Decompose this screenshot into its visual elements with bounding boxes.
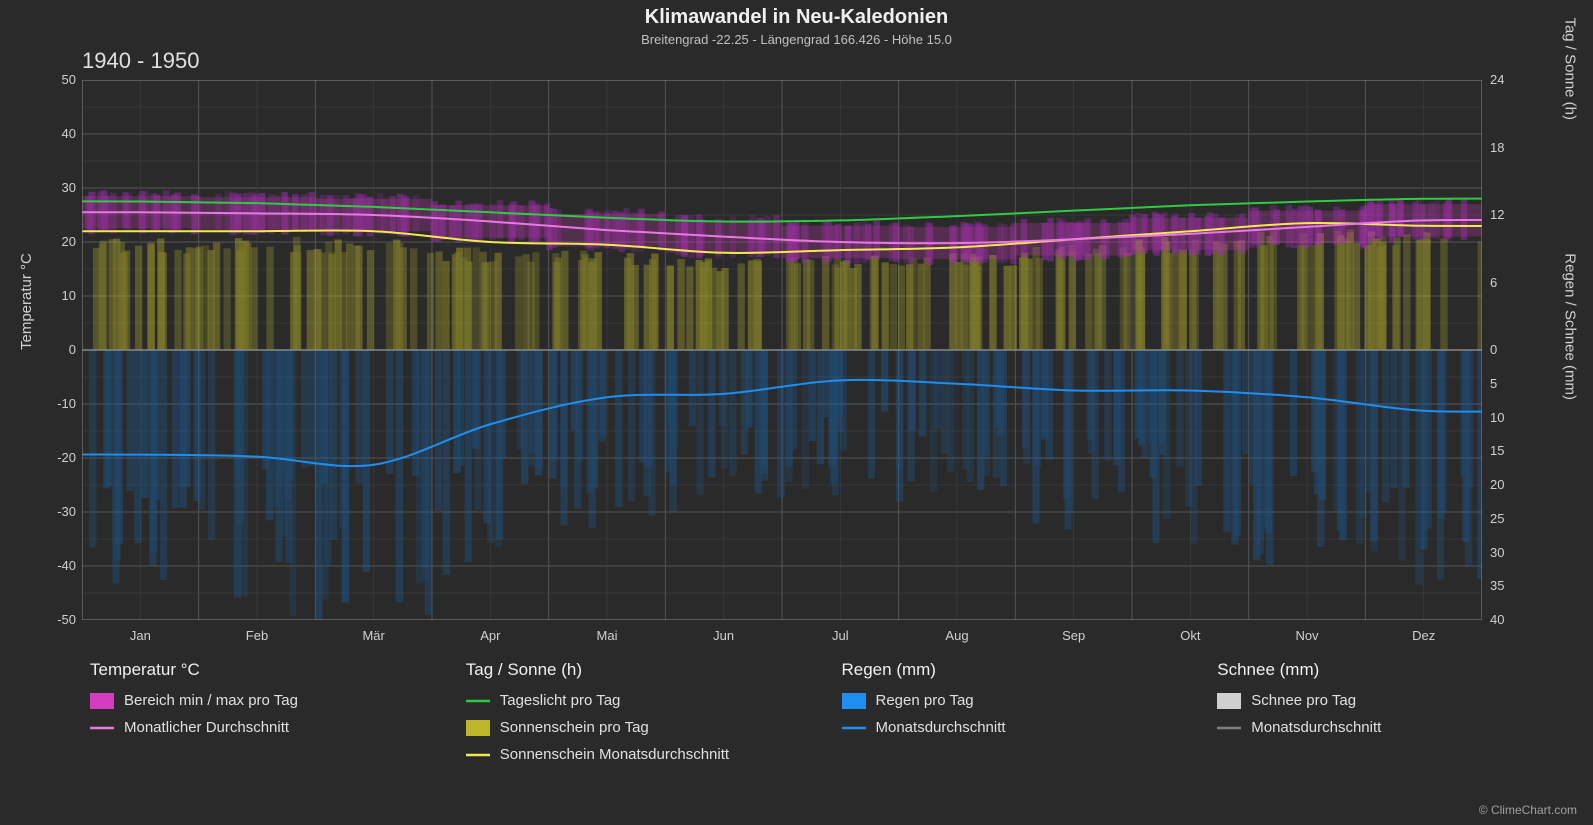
left-axis-title: Temperatur °C (18, 253, 35, 350)
legend-swatch (466, 720, 490, 736)
legend-label: Monatsdurchschnitt (1251, 719, 1381, 736)
legend-col-title: Regen (mm) (842, 660, 1178, 680)
climate-chart-plot (82, 80, 1482, 620)
legend-swatch (466, 747, 490, 763)
left-axis-tick: 50 (62, 72, 76, 87)
month-tick: Nov (1295, 628, 1318, 643)
legend-column: Regen (mm) Regen pro Tag Monatsdurchschnit… (842, 660, 1178, 773)
legend-swatch (90, 693, 114, 709)
right-top-axis-title: Tag / Sonne (h) (1562, 17, 1579, 120)
left-axis-tick: -10 (57, 396, 76, 411)
month-tick: Feb (246, 628, 268, 643)
legend-label: Sonnenschein pro Tag (500, 719, 649, 736)
right-bottom-axis-tick: 5 (1490, 376, 1497, 391)
legend-swatch (1217, 693, 1241, 709)
month-tick: Okt (1180, 628, 1200, 643)
copyright: © ClimeChart.com (1479, 803, 1577, 817)
left-axis-tick: 20 (62, 234, 76, 249)
legend-label: Sonnenschein Monatsdurchschnitt (500, 746, 729, 763)
legend-item: Bereich min / max pro Tag (90, 692, 426, 709)
legend-col-title: Schnee (mm) (1217, 660, 1553, 680)
legend-item: Regen pro Tag (842, 692, 1178, 709)
legend-swatch (1217, 720, 1241, 736)
left-axis-tick: -30 (57, 504, 76, 519)
legend-label: Regen pro Tag (876, 692, 974, 709)
legend: Temperatur °C Bereich min / max pro Tag Mo… (90, 660, 1553, 773)
legend-column: Temperatur °C Bereich min / max pro Tag Mo… (90, 660, 426, 773)
legend-item: Tageslicht pro Tag (466, 692, 802, 709)
legend-item: Monatlicher Durchschnitt (90, 719, 426, 736)
right-bottom-axis-tick: 35 (1490, 578, 1504, 593)
month-tick: Mai (597, 628, 618, 643)
legend-label: Tageslicht pro Tag (500, 692, 621, 709)
month-tick: Mär (362, 628, 384, 643)
right-bottom-axis-tick: 20 (1490, 477, 1504, 492)
month-tick: Dez (1412, 628, 1435, 643)
chart-title: Klimawandel in Neu-Kaledonien (0, 6, 1593, 29)
legend-col-title: Tag / Sonne (h) (466, 660, 802, 680)
left-axis-tick: -40 (57, 558, 76, 573)
right-top-axis-tick: 6 (1490, 275, 1497, 290)
right-top-axis-tick: 18 (1490, 140, 1504, 155)
month-tick: Jun (713, 628, 734, 643)
legend-item: Sonnenschein pro Tag (466, 719, 802, 736)
legend-label: Monatlicher Durchschnitt (124, 719, 289, 736)
year-range-label: 1940 - 1950 (82, 48, 199, 74)
right-bottom-axis-tick: 10 (1490, 410, 1504, 425)
legend-item: Sonnenschein Monatsdurchschnitt (466, 746, 802, 763)
left-axis-tick: 30 (62, 180, 76, 195)
left-axis-tick: -50 (57, 612, 76, 627)
month-tick: Jul (832, 628, 849, 643)
legend-col-title: Temperatur °C (90, 660, 426, 680)
legend-item: Schnee pro Tag (1217, 692, 1553, 709)
month-tick: Sep (1062, 628, 1085, 643)
legend-item: Monatsdurchschnitt (1217, 719, 1553, 736)
right-bottom-axis-tick: 40 (1490, 612, 1504, 627)
chart-subtitle: Breitengrad -22.25 - Längengrad 166.426 … (0, 32, 1593, 47)
month-tick: Jan (130, 628, 151, 643)
right-top-axis-tick: 24 (1490, 72, 1504, 87)
left-axis-tick: 40 (62, 126, 76, 141)
legend-column: Tag / Sonne (h) Tageslicht pro Tag Sonnens… (466, 660, 802, 773)
month-tick: Apr (480, 628, 500, 643)
legend-swatch (90, 720, 114, 736)
left-axis-tick: -20 (57, 450, 76, 465)
legend-label: Schnee pro Tag (1251, 692, 1356, 709)
right-top-axis-tick: 12 (1490, 207, 1504, 222)
legend-swatch (466, 693, 490, 709)
legend-item: Monatsdurchschnitt (842, 719, 1178, 736)
legend-swatch (842, 720, 866, 736)
right-bottom-axis-tick: 25 (1490, 511, 1504, 526)
left-axis-tick: 0 (69, 342, 76, 357)
month-tick: Aug (945, 628, 968, 643)
legend-swatch (842, 693, 866, 709)
left-axis-tick: 10 (62, 288, 76, 303)
legend-label: Monatsdurchschnitt (876, 719, 1006, 736)
right-bottom-axis-title: Regen / Schnee (mm) (1562, 253, 1579, 400)
right-top-axis-tick: 0 (1490, 342, 1497, 357)
legend-label: Bereich min / max pro Tag (124, 692, 298, 709)
legend-column: Schnee (mm) Schnee pro Tag Monatsdurchschn… (1217, 660, 1553, 773)
right-bottom-axis-tick: 30 (1490, 545, 1504, 560)
right-bottom-axis-tick: 15 (1490, 443, 1504, 458)
